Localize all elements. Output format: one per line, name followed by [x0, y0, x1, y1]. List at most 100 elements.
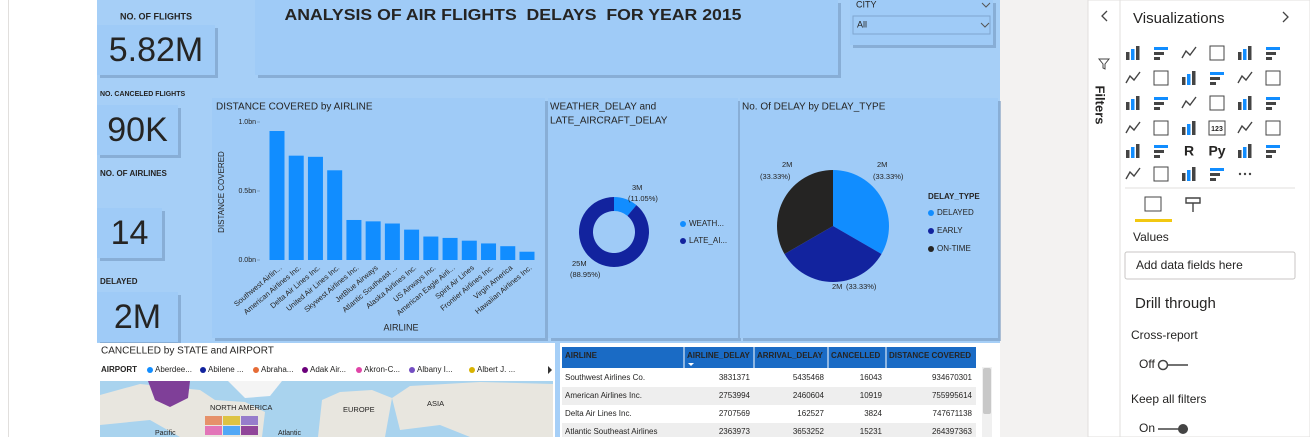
icon-line [1125, 167, 1141, 180]
field-well-label: Values [1133, 230, 1169, 244]
visual-icon[interactable] [1154, 47, 1168, 60]
visual-icon[interactable] [1181, 46, 1197, 59]
fields-tab-icon[interactable] [1144, 196, 1162, 212]
data-label: 2M [832, 282, 842, 291]
legend-dot [928, 246, 934, 252]
icon-bar [1266, 57, 1272, 60]
visual-icon[interactable] [1210, 72, 1224, 85]
icon-bar [1243, 49, 1247, 60]
legend-label: Albany I... [417, 365, 453, 374]
data-label: 2M [782, 160, 792, 169]
icon-bar [1154, 150, 1164, 153]
visual-icon[interactable] [1126, 144, 1140, 158]
visual-icon[interactable] [1237, 121, 1253, 134]
icon-bar [1154, 107, 1160, 110]
visual-icon[interactable] [1238, 46, 1252, 60]
donut-slice [578, 197, 650, 267]
legend-dot [356, 367, 362, 373]
visual-icon[interactable] [1265, 120, 1281, 136]
visual-icon[interactable] [1154, 145, 1168, 158]
visual-icon[interactable] [1238, 144, 1252, 158]
kpi-label: NO. CANCELED FLIGHTS [100, 91, 185, 98]
legend-dot [469, 367, 475, 373]
table-cell: 2753994 [719, 391, 751, 400]
visual-icon[interactable] [1266, 145, 1280, 158]
visual-icon[interactable] [1209, 45, 1225, 61]
visual-icon[interactable] [1182, 167, 1196, 181]
bar [307, 156, 323, 260]
sort-indicator [688, 363, 694, 366]
icon-bar [1238, 52, 1242, 60]
format-tab-icon[interactable] [1185, 197, 1201, 212]
table-cell: 10919 [860, 391, 883, 400]
donut-slice [614, 197, 637, 216]
visual-icon[interactable] [1210, 168, 1224, 181]
visualizations-pane [1119, 0, 1310, 437]
visual-icon[interactable] [1182, 71, 1196, 85]
visual-icon[interactable] [1266, 47, 1280, 60]
icon-bar [1131, 147, 1135, 158]
state-region [223, 426, 240, 435]
icon-line [1125, 121, 1141, 134]
bar [346, 219, 362, 260]
visual-icon[interactable] [1153, 70, 1169, 86]
kpi-card [97, 25, 215, 75]
more-icon-dot[interactable] [1248, 172, 1252, 176]
y-tick-label: 1.0bn [238, 119, 256, 126]
visual-icon[interactable] [1125, 71, 1141, 84]
icon-frame [1153, 120, 1169, 136]
pane-title: Visualizations [1133, 10, 1224, 27]
icon-frame [1265, 120, 1281, 136]
legend-label: Aberdee... [155, 365, 192, 374]
visual-icon[interactable] [1265, 70, 1281, 86]
column-header: AIRLINE_DELAY [687, 351, 750, 360]
field-well[interactable] [1124, 251, 1296, 280]
bar [461, 240, 477, 260]
bar-chart-tile [212, 98, 545, 338]
visual-icon[interactable] [1153, 120, 1169, 136]
collapse-chevron[interactable] [1101, 10, 1108, 22]
table-cell: American Airlines Inc. [565, 391, 642, 400]
icon-bar [1266, 150, 1276, 153]
visual-icon[interactable] [1125, 121, 1141, 134]
table-cell: Southwest Airlines Co. [565, 373, 645, 382]
visual-icon[interactable] [1182, 121, 1196, 135]
icon-bar [1210, 77, 1220, 80]
visual-icon[interactable] [1266, 97, 1280, 110]
toggle-knob[interactable] [1157, 359, 1169, 371]
legend-label: Akron-C... [364, 365, 400, 374]
land-greenland [228, 381, 282, 398]
visual-icon-label: R [1184, 143, 1194, 159]
visual-icon[interactable] [1126, 96, 1140, 110]
legend-dot [147, 367, 153, 373]
visual-icon[interactable] [1237, 71, 1253, 84]
icon-bar [1248, 144, 1252, 158]
chart-title: LATE_AIRCRAFT_DELAY [550, 116, 668, 127]
icon-line [1181, 96, 1197, 109]
visual-icon[interactable] [1125, 167, 1141, 180]
more-icon-dot[interactable] [1238, 172, 1242, 176]
more-icon-dot[interactable] [1243, 172, 1247, 176]
toggle-knob[interactable] [1178, 424, 1188, 434]
table-cell: Delta Air Lines Inc. [565, 409, 632, 418]
expand-chevron[interactable] [1282, 11, 1289, 23]
table-cell: 3831371 [719, 373, 751, 382]
visual-icon[interactable] [1153, 166, 1169, 182]
bar [269, 131, 285, 260]
legend-dot [928, 210, 934, 216]
icon-bar [1192, 121, 1196, 135]
toggle-state: Off [1139, 357, 1155, 371]
visual-icon[interactable] [1238, 96, 1252, 110]
icon-bar [1182, 127, 1186, 135]
visual-icon[interactable] [1181, 96, 1197, 109]
state-region [205, 426, 222, 435]
map-place: Atlantic [278, 430, 301, 437]
data-label: (33.33%) [846, 282, 877, 291]
table-row [562, 387, 976, 405]
bar [365, 221, 381, 260]
visual-icon[interactable] [1154, 97, 1168, 110]
visual-icon[interactable] [1126, 46, 1140, 60]
icon-bar [1266, 52, 1276, 55]
visual-icon[interactable] [1209, 95, 1225, 111]
